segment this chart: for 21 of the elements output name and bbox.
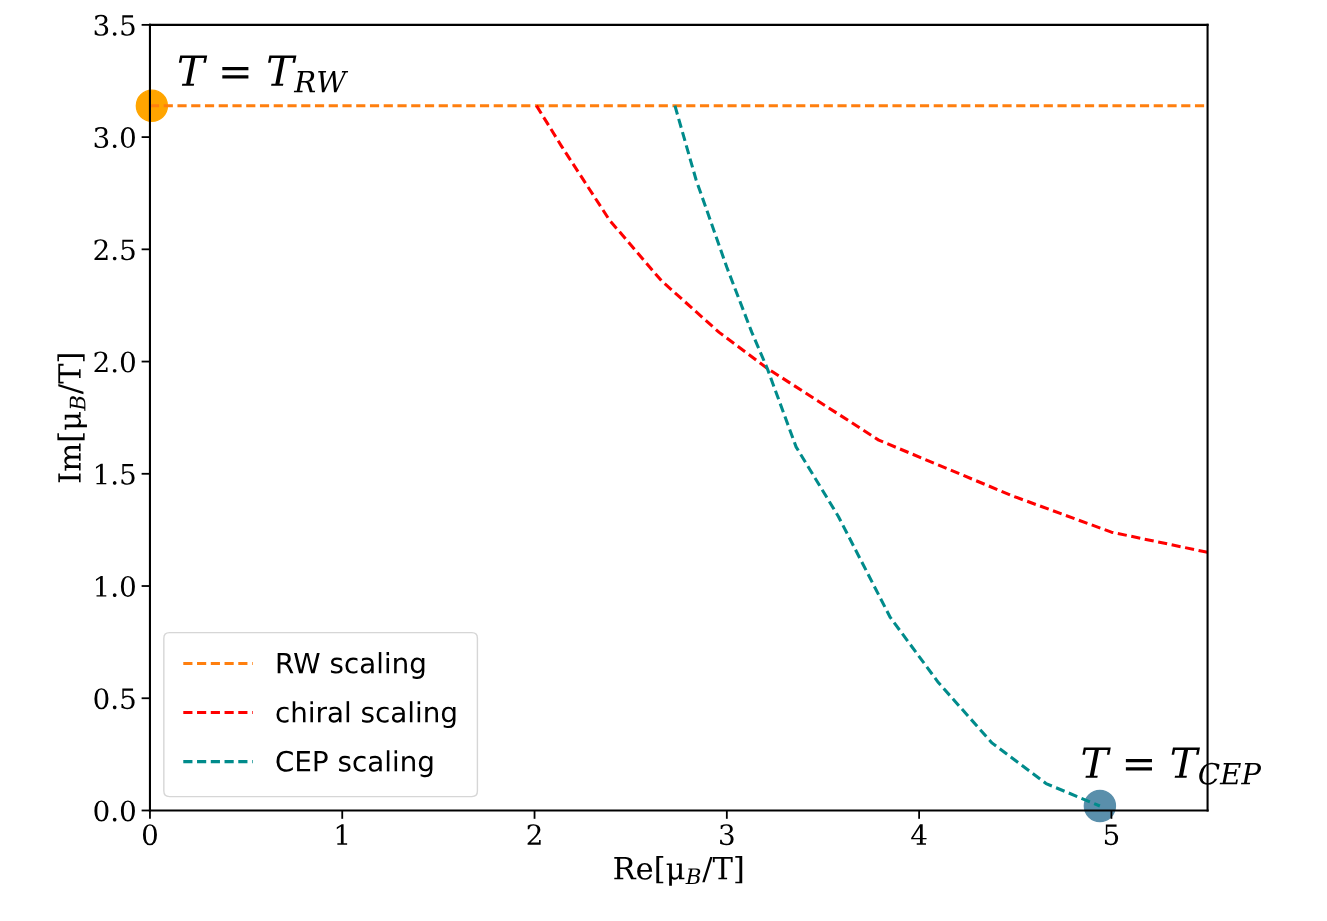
legend-label: chiral scaling: [276, 701, 456, 729]
x-tick-label: 5: [1104, 824, 1119, 846]
y-tick-label: 1.5: [95, 463, 135, 485]
x-tick-label: 4: [911, 824, 927, 845]
x-tick-label: 0: [142, 824, 157, 846]
y-tick-label: 0.0: [94, 800, 135, 822]
x-tick-label: 3: [720, 824, 734, 846]
y-axis-title: Im[μ$_{B}$/T]: [57, 354, 87, 483]
legend-label: CEP scaling: [276, 750, 433, 778]
y-tick-label: 3.0: [94, 127, 135, 149]
y-tick-label: 2.5: [94, 239, 135, 261]
y-tick-label: 1.0: [95, 575, 135, 597]
x-tick-label: 2: [527, 824, 541, 845]
y-tick-label: 3.5: [94, 14, 135, 36]
line-series: [534, 104, 1208, 554]
x-tick-label: 1: [336, 824, 348, 845]
annotation: T = T$_{RW}$: [178, 55, 349, 93]
x-axis-title: Re[μ$_{B}$/T]: [614, 856, 743, 886]
y-tick-label: 0.5: [94, 688, 135, 710]
legend-label: RW scaling: [277, 652, 425, 679]
y-tick-label: 2.0: [94, 351, 135, 373]
